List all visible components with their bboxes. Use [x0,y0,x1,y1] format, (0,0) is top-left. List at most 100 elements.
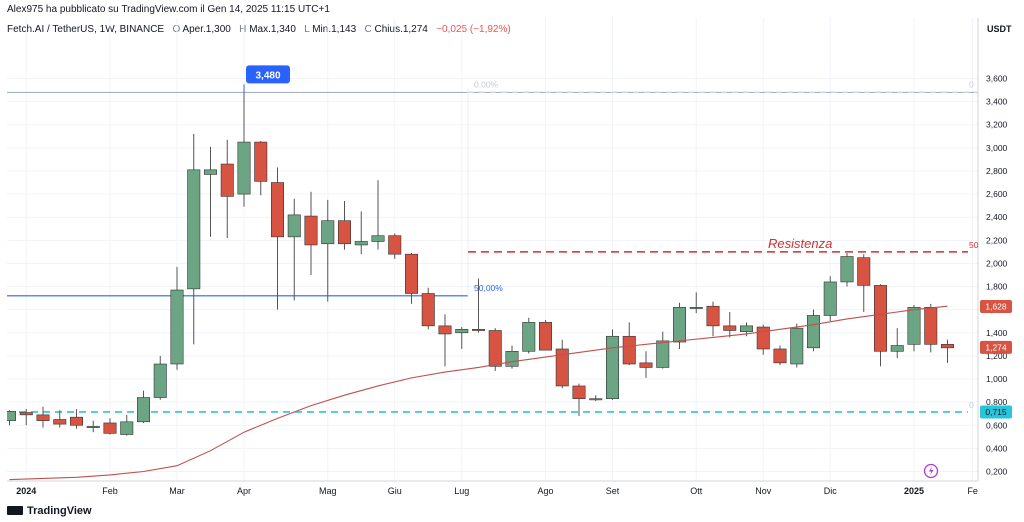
candle-body [605,335,619,399]
x-tick-label: Apr [237,486,251,496]
brand-label: TradingView [27,505,92,517]
candle-body [237,141,251,195]
candle-body [19,412,33,416]
candle-body [907,307,921,345]
y-tick-label: 0,200 [986,467,1008,477]
x-tick-label: Nov [755,486,772,496]
y-tick-label: 2,400 [986,212,1008,222]
x-tick-label: Set [606,486,620,496]
candle-body [924,307,938,345]
candle-body [790,327,804,365]
candle-body [438,325,452,335]
candle-body [103,422,117,434]
candle-body [254,141,268,182]
fib-level-50-label: 50,00% [474,283,503,293]
candle-body [706,305,720,327]
price-badge-label: 1,628 [985,301,1007,311]
fib-right-low-label: 0 [969,400,974,410]
candle-body [873,285,887,352]
candle-body [639,362,653,368]
candle-body [86,426,100,428]
y-tick-label: 2,200 [986,235,1008,245]
candle-body [321,220,335,245]
candle-body [36,414,50,421]
candle-body [555,348,569,387]
candle-body [857,257,871,286]
tradingview-logo-icon [7,506,23,515]
y-tick-label: 3,600 [986,74,1008,84]
fib-right-0-label: 0 [969,79,974,89]
candle-body [354,241,368,246]
candle-body [890,345,904,352]
candle-body [371,235,385,242]
y-tick-label: 2,600 [986,189,1008,199]
open-value: Aper.1,300 [182,24,231,35]
y-tick-label: 0,600 [986,420,1008,430]
close-value: Chius.1,274 [374,24,428,35]
x-tick-label: 2025 [904,486,924,496]
candle-body [756,326,770,350]
candle-body [823,281,837,316]
candle-body [388,235,402,255]
candle-body [170,289,184,365]
candle-body [137,397,151,423]
high-value: Max.1,340 [249,24,296,35]
candle-body [689,307,703,309]
candle-body [723,325,737,331]
candle-body [455,329,469,334]
y-tick-label: 2,800 [986,166,1008,176]
fib-right-50-label: 50 [969,240,979,250]
candle-body [120,421,134,435]
x-tick-label: Mag [319,486,337,496]
candle-body [940,344,954,349]
high-badge [246,65,290,84]
price-badge-label: 0,715 [985,407,1007,417]
lightning-bolt-icon [929,466,934,476]
publisher-line: Alex975 ha pubblicato su TradingView.com… [7,4,330,15]
y-tick-label: 2,000 [986,258,1008,268]
symbol-name: Fetch.AI / TetherUS, 1W, BINANCE [7,24,165,35]
candle-body [421,293,435,327]
change-value: −0,025 (−1,92%) [436,24,511,35]
candle-body [840,256,854,283]
y-tick-label: 1,800 [986,282,1008,292]
candle-body [538,322,552,351]
candle-body [572,385,586,399]
candle-body [270,182,284,238]
candle-body [471,329,485,331]
resistance-label: Resistenza [768,236,832,251]
candle-body [153,363,167,398]
high-badge-label: 3,480 [255,70,280,81]
y-tick-label: 1,000 [986,374,1008,384]
candle-body [337,220,351,245]
x-tick-label: Dic [824,486,837,496]
x-tick-label: Ago [537,486,553,496]
x-tick-label: Mar [169,486,185,496]
low-label: L [304,24,310,35]
candle-body [522,322,536,352]
price-badge [980,299,1012,313]
x-tick-label: Giu [388,486,402,496]
close-label: C [364,24,372,35]
moving-average-line [9,305,948,481]
x-tick-label: Fe [967,486,978,496]
y-axis-currency: USDT [987,24,1012,34]
x-tick-label: Lug [454,486,469,496]
y-tick-label: 3,000 [986,143,1008,153]
candle-body [404,253,418,294]
candle-body [622,335,636,365]
price-badge [980,405,1012,419]
candle-body [220,163,234,197]
candle-body [656,340,670,368]
candle-body [739,325,753,332]
symbol-legend: Fetch.AI / TetherUS, 1W, BINANCE O Aper.… [7,24,511,35]
candle-body [304,215,318,246]
x-tick-label: 2024 [16,486,36,496]
candle-body [488,330,502,367]
low-value: Min.1,143 [312,24,357,35]
candle-body [7,411,16,421]
candle-body [204,169,218,175]
y-tick-label: 3,200 [986,120,1008,130]
open-label: O [172,24,181,35]
